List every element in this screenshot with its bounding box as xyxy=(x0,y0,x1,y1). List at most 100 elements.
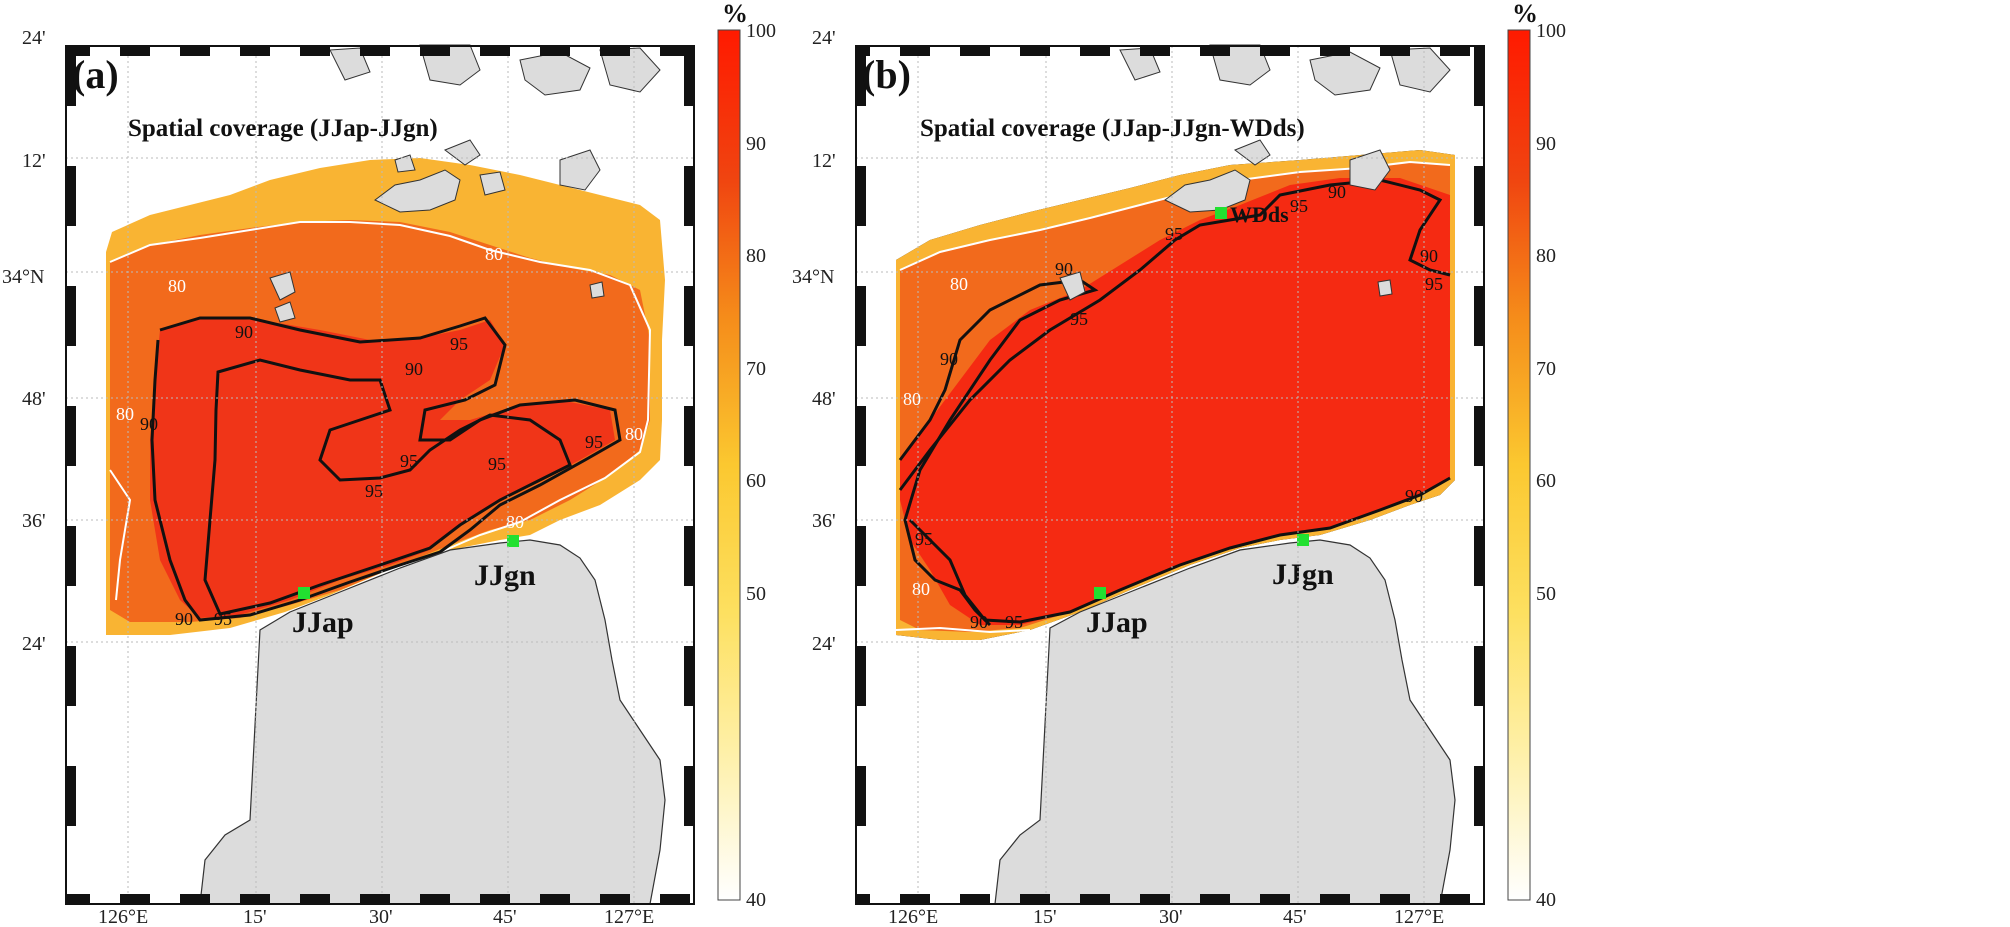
colorbar-tick-a-80: 80 xyxy=(746,245,766,267)
lon-tick-b-3: 30' xyxy=(1159,906,1183,927)
colorbar-tick-b-70: 70 xyxy=(1536,358,1556,380)
contour-label-95-a2: 95 xyxy=(400,451,418,471)
station-marker-jjap-b xyxy=(1094,587,1106,599)
contour-label-95-b1: 95 xyxy=(1290,196,1308,216)
gridlines-a xyxy=(66,46,694,904)
station-label-jjgn-a: JJgn xyxy=(474,559,536,592)
station-marker-jjgn-a xyxy=(507,535,519,547)
contour-label-90-a1: 90 xyxy=(235,322,253,342)
contour-label-95-b2: 95 xyxy=(1165,224,1183,244)
contour-label-80-a2: 80 xyxy=(116,404,134,424)
lat-tick-a-4: 48' xyxy=(22,388,46,410)
contour-label-90-b1: 90 xyxy=(1055,259,1073,279)
lat-tick-b-5: 36' xyxy=(812,510,836,532)
colorbar-tick-b-40: 40 xyxy=(1536,889,1556,911)
lat-tick-a-6: 24' xyxy=(22,633,46,655)
colorbar-tick-b-50: 50 xyxy=(1536,583,1556,605)
islands-north-b xyxy=(1059,44,1451,301)
lat-tick-a-1: 24' xyxy=(22,27,46,49)
contour-80-line-a xyxy=(109,221,652,601)
contour-label-95-a4: 95 xyxy=(488,454,506,474)
colorbar-tick-b-80: 80 xyxy=(1536,245,1556,267)
colorbar-tick-a-60: 60 xyxy=(746,470,766,492)
contour-label-95-b6: 95 xyxy=(1005,612,1023,632)
contour-label-80-a5: 80 xyxy=(506,512,524,532)
contour-label-90-b4: 90 xyxy=(1328,182,1346,202)
lat-tick-a-2: 12' xyxy=(22,150,46,172)
contour-label-95-b3: 95 xyxy=(1425,274,1443,294)
station-label-jjap-b: JJap xyxy=(1086,606,1148,639)
panel-title-b: Spatial coverage (JJap-JJgn-WDds) xyxy=(920,115,1305,142)
contour-label-80-a3: 80 xyxy=(485,244,503,264)
colorbar-tick-a-90: 90 xyxy=(746,133,766,155)
colorbar-tick-b-60: 60 xyxy=(1536,470,1556,492)
contour-label-80-b1: 80 xyxy=(950,274,968,294)
lon-tick-b-1: 126°E xyxy=(888,906,938,927)
contour-label-95-a3: 95 xyxy=(365,481,383,501)
contour-label-90-b2: 90 xyxy=(940,349,958,369)
lon-tick-a-5: 127°E xyxy=(604,906,654,927)
contour-label-90-a4: 90 xyxy=(175,609,193,629)
colorbar-a: % 100 90 80 70 60 50 40 xyxy=(717,0,776,911)
contour-label-95-a5: 95 xyxy=(585,432,603,452)
lat-tick-b-3: 34°N xyxy=(792,266,834,288)
colorbar-tick-b-100: 100 xyxy=(1536,20,1566,42)
panel-title-a: Spatial coverage (JJap-JJgn) xyxy=(128,115,438,142)
colorbar-tick-b-90: 90 xyxy=(1536,133,1556,155)
contour-95-line-b xyxy=(898,178,1451,624)
lat-tick-a-3: 34°N xyxy=(2,266,44,288)
lon-tick-b-2: 15' xyxy=(1033,906,1057,927)
colorbar-gradient-b xyxy=(1507,29,1531,901)
contour-label-90-b3: 90 xyxy=(1420,246,1438,266)
lon-tick-b-4: 45' xyxy=(1283,906,1307,927)
contour-90-line-a xyxy=(150,316,622,622)
lat-tick-b-6: 24' xyxy=(812,633,836,655)
contour-label-90-b5: 90 xyxy=(970,612,988,632)
lat-tick-b-4: 48' xyxy=(812,388,836,410)
contour-label-95-b4: 95 xyxy=(1070,309,1088,329)
panel-b: 80 80 80 90 90 90 90 90 90 95 95 95 95 9… xyxy=(792,27,1485,927)
station-label-jjgn-b: JJgn xyxy=(1272,558,1334,591)
contour-label-90-b6: 90 xyxy=(1405,486,1423,506)
lon-tick-b-5: 127°E xyxy=(1394,906,1444,927)
contour-label-95-b5: 95 xyxy=(915,529,933,549)
map-frame-ticks-b xyxy=(856,46,1484,904)
contour-label-80-a4: 80 xyxy=(625,424,643,444)
contour-90-line-b xyxy=(898,278,1099,627)
colorbar-tick-a-70: 70 xyxy=(746,358,766,380)
coverage-high-region-b xyxy=(900,178,1450,625)
colorbar-tick-a-100: 100 xyxy=(746,20,776,42)
station-label-wdds-b: WDds xyxy=(1230,202,1289,227)
lon-tick-a-2: 15' xyxy=(243,906,267,927)
contour-label-90-a3: 90 xyxy=(405,359,423,379)
panel-label-b: (b) xyxy=(862,52,911,97)
mainland-south-b xyxy=(994,539,1456,905)
mainland-south-a xyxy=(199,539,666,905)
colorbar-tick-a-40: 40 xyxy=(746,889,766,911)
colorbar-gradient-a xyxy=(717,29,741,901)
gridlines-b xyxy=(856,46,1484,904)
contour-label-80-b2: 80 xyxy=(903,389,921,409)
station-label-jjap-a: JJap xyxy=(292,606,354,639)
lat-tick-b-2: 12' xyxy=(812,150,836,172)
contour-label-80-b3: 80 xyxy=(912,579,930,599)
panel-a: 80 80 80 80 80 90 90 90 90 95 95 95 95 9… xyxy=(2,27,695,927)
lat-tick-b-1: 24' xyxy=(812,27,836,49)
map-frame-ticks-a xyxy=(66,46,694,904)
contour-label-90-a2: 90 xyxy=(140,414,158,434)
colorbar-tick-a-50: 50 xyxy=(746,583,766,605)
colorbar-b: % 100 90 80 70 60 50 40 xyxy=(1507,0,1566,911)
station-marker-jjgn-b xyxy=(1297,534,1309,546)
panel-label-a: (a) xyxy=(72,52,119,97)
contour-label-95-a6: 95 xyxy=(214,609,232,629)
station-marker-wdds-b xyxy=(1215,207,1227,219)
contour-95-line-a xyxy=(203,358,572,616)
lon-tick-a-4: 45' xyxy=(493,906,517,927)
lon-tick-a-3: 30' xyxy=(369,906,393,927)
station-marker-jjap-a xyxy=(298,587,310,599)
contour-label-95-a1: 95 xyxy=(450,334,468,354)
colorbar-unit-b: % xyxy=(1512,0,1538,28)
colorbar-unit-a: % xyxy=(722,0,748,28)
lat-tick-a-5: 36' xyxy=(22,510,46,532)
